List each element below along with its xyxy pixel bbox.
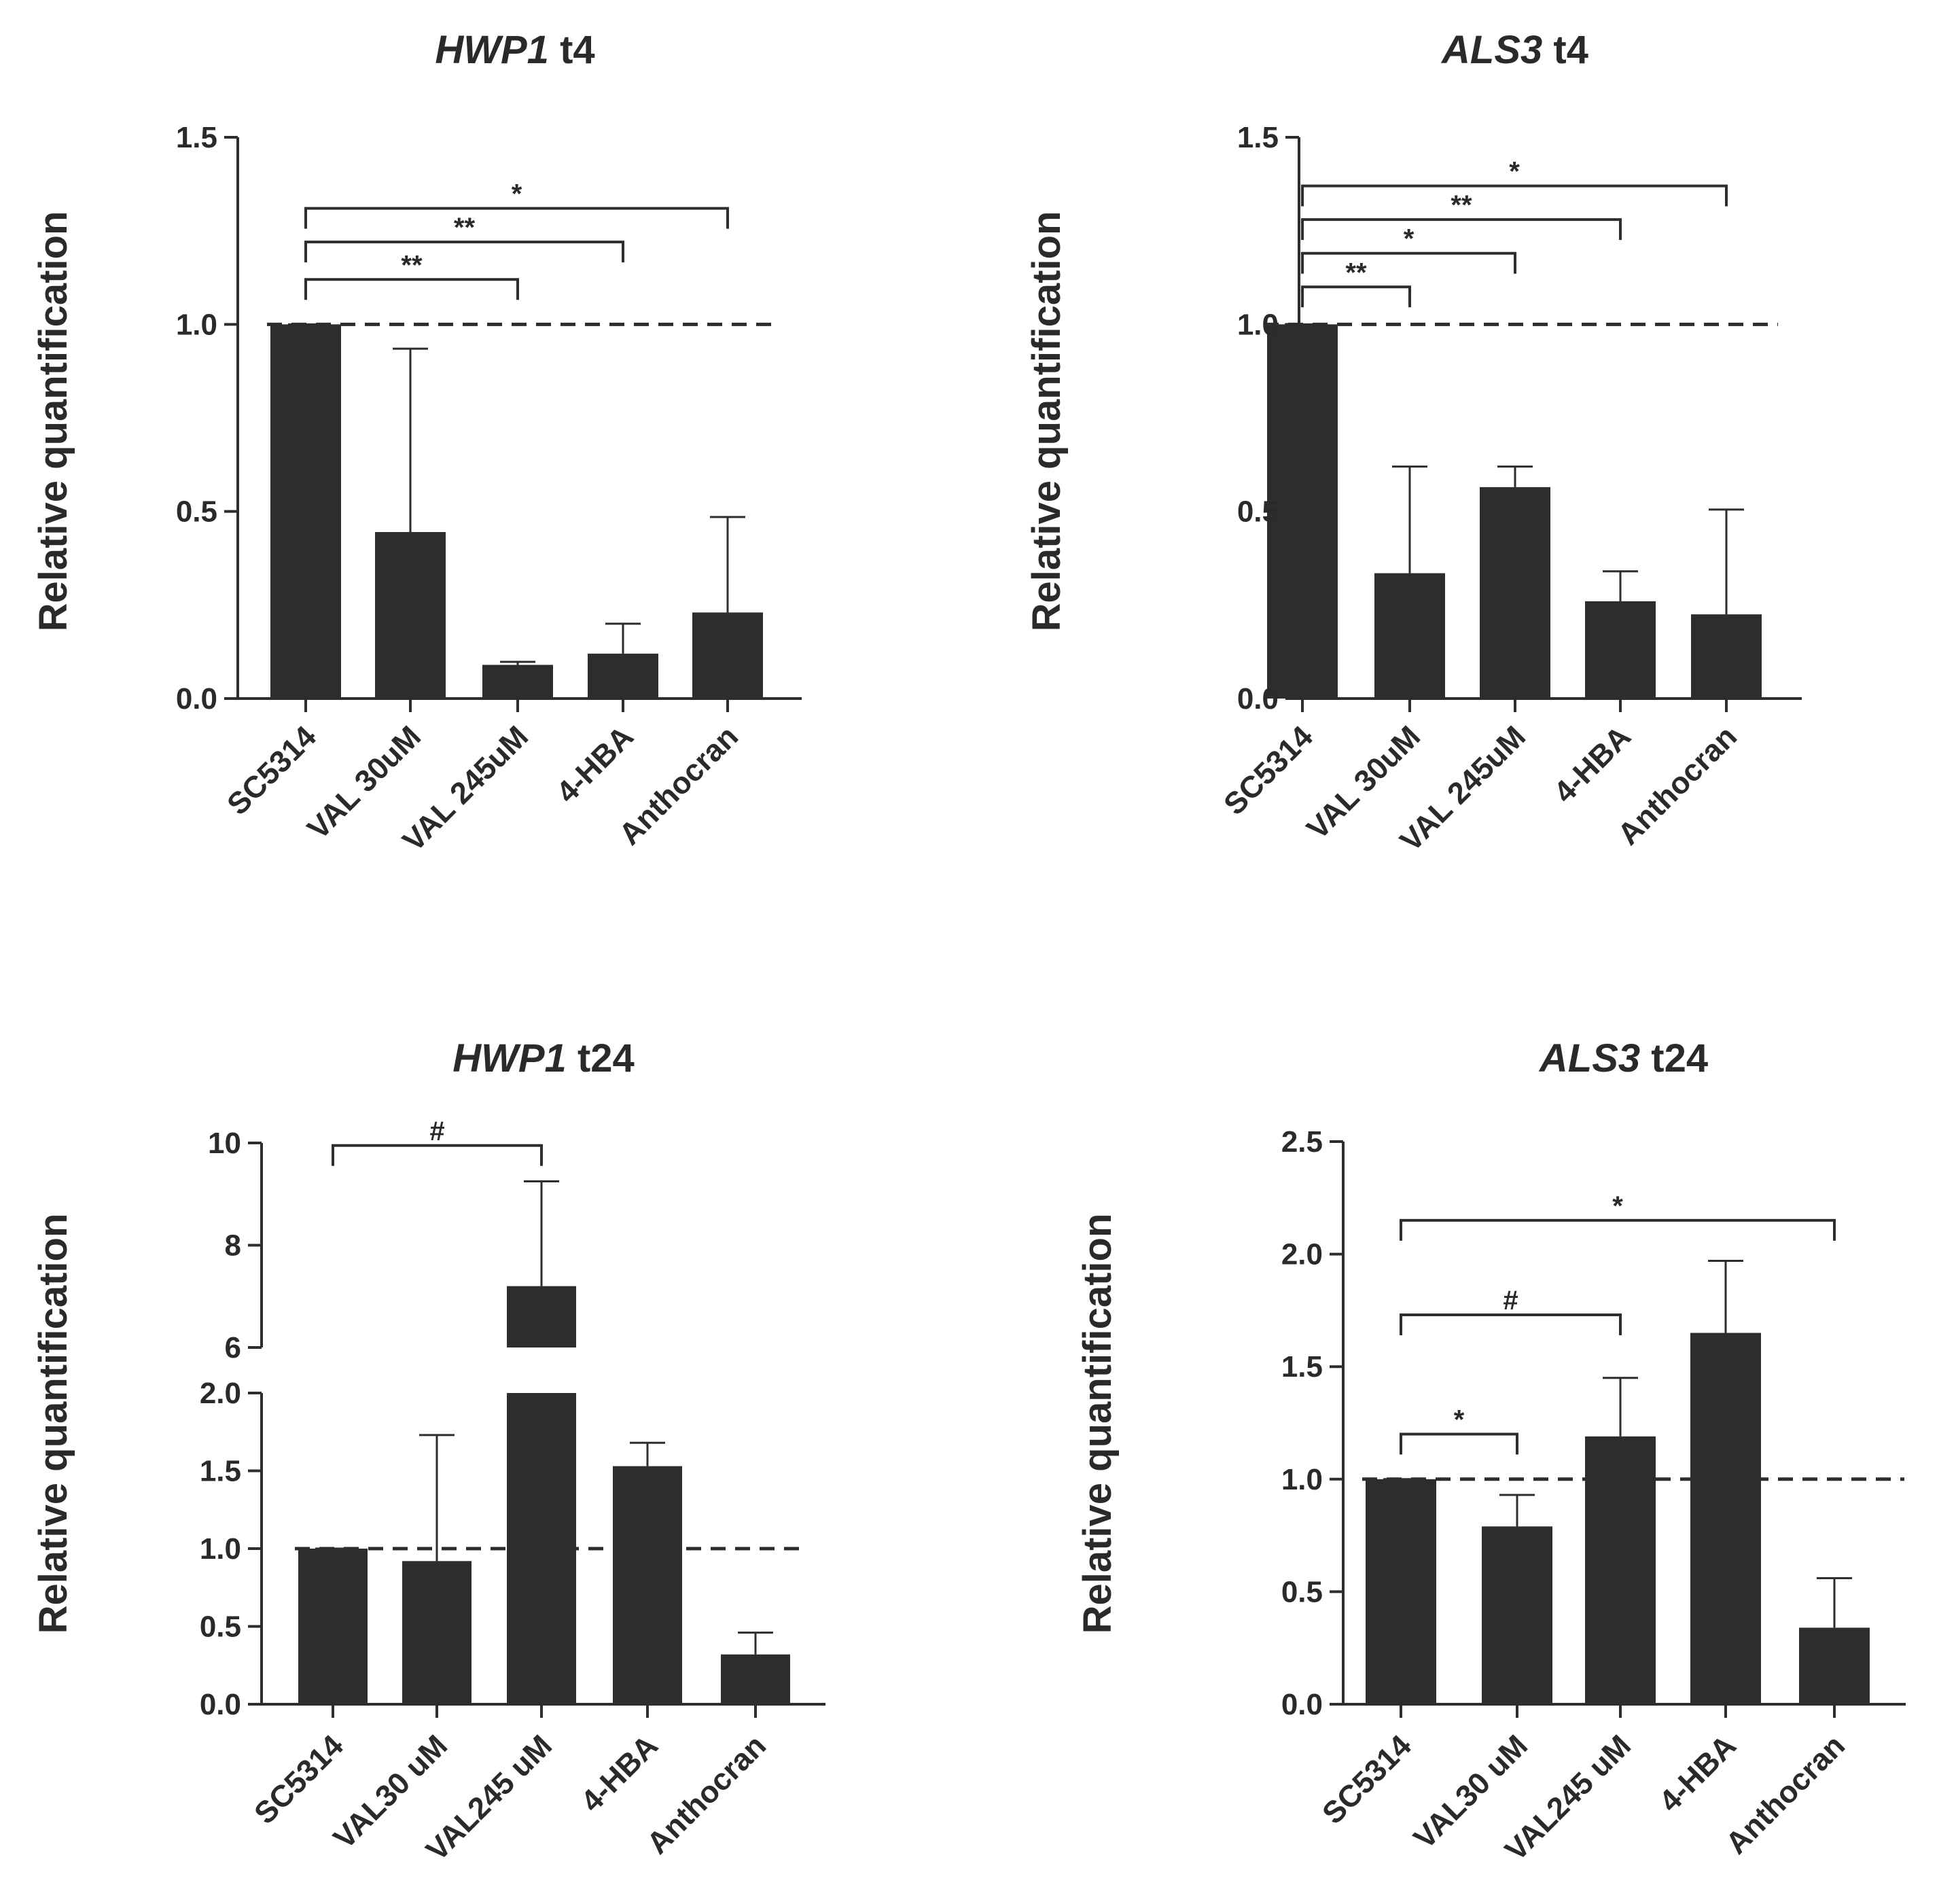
x-category-label: 4-HBA: [1547, 719, 1637, 809]
significance-bracket: [1400, 1432, 1518, 1455]
x-category-label: 4-HBA: [1652, 1728, 1743, 1818]
title-time: t24: [577, 1036, 635, 1080]
bar: [721, 1654, 790, 1704]
significance-bracket: [332, 1144, 543, 1166]
significance-bracket: [1301, 285, 1411, 308]
bar: [1585, 601, 1656, 699]
significance-label: #: [429, 1116, 444, 1146]
title-time: t4: [560, 28, 595, 72]
significance-bracket: [1400, 1218, 1836, 1241]
y-tick-label: 1.5: [1281, 1350, 1323, 1383]
title-gene: HWP1: [435, 28, 549, 72]
chart-hwp1_t4: HWP1 t4 Relative quantification 0.0 0.5 1.0 1…: [31, 28, 802, 858]
y-tick-label: 0.5: [200, 1610, 241, 1644]
chart-als3_t24: ALS3 t24 Relative quantification 0.0 0.5 1.0…: [1075, 1036, 1906, 1867]
bar: [270, 324, 341, 699]
y-tick-label: 1.0: [176, 308, 217, 341]
y-axis-label: Relative quantification: [1025, 211, 1069, 632]
significance-label: **: [454, 213, 476, 243]
y-axis-label: Relative quantification: [31, 1214, 75, 1634]
significance-label: *: [1612, 1191, 1623, 1221]
x-category-label: SC5314: [220, 719, 323, 822]
chart-title: HWP1 t24: [452, 1036, 635, 1080]
y-tick-label: 1.5: [176, 121, 217, 154]
y-tick-label: 0.5: [1237, 495, 1279, 529]
bar: [1482, 1526, 1552, 1704]
y-tick-label: 10: [208, 1127, 241, 1160]
y-tick-label: 0.5: [176, 495, 217, 529]
chart-title: ALS3 t24: [1538, 1036, 1708, 1080]
bar: [1374, 573, 1445, 699]
title-space: [549, 28, 560, 72]
significance-label: *: [1404, 224, 1415, 254]
y-tick-label: 2.5: [1281, 1125, 1323, 1159]
chart-title: HWP1 t4: [435, 28, 594, 72]
y-tick-label: 6: [225, 1331, 241, 1364]
bar: [1691, 614, 1762, 699]
y-tick-label: 0.0: [1237, 682, 1279, 716]
significance-label: #: [1503, 1286, 1518, 1316]
bar: [1799, 1627, 1870, 1704]
bar: [482, 665, 553, 699]
y-tick-label: 2.0: [200, 1377, 241, 1410]
significance-label: **: [1345, 258, 1367, 287]
title-space: [1542, 28, 1553, 72]
y-tick-label: 0.0: [1281, 1688, 1323, 1721]
y-tick-label: 1.5: [1237, 121, 1279, 154]
x-category-label: SC5314: [1315, 1728, 1418, 1831]
title-gene: HWP1: [452, 1036, 567, 1080]
bar: [402, 1561, 472, 1704]
bar: [1690, 1333, 1761, 1704]
title-gene: ALS3: [1538, 1036, 1640, 1080]
significance-label: *: [512, 179, 522, 209]
bar: [1366, 1479, 1436, 1704]
bar: [1585, 1436, 1656, 1704]
chart-title: ALS3 t4: [1440, 28, 1588, 72]
title-space: [567, 1036, 577, 1080]
y-tick-label: 1.0: [1281, 1463, 1323, 1496]
significance-label: **: [1451, 190, 1472, 220]
y-tick-label: 0.5: [1281, 1575, 1323, 1608]
chart-hwp1_t24: HWP1 t24 Relative quantification 0.0 0.5 1.0…: [31, 1036, 825, 1867]
title-space: [1640, 1036, 1651, 1080]
significance-bracket: [304, 241, 624, 263]
y-tick-label: 2.0: [1281, 1238, 1323, 1271]
significance-bracket: [1301, 251, 1516, 274]
bar: [375, 531, 446, 699]
bar: [613, 1466, 682, 1704]
title-time: t4: [1553, 28, 1588, 72]
x-category-label: SC5314: [1217, 719, 1319, 822]
significance-bracket: [1301, 218, 1622, 241]
y-tick-label: 0.0: [176, 682, 217, 716]
significance-label: *: [1454, 1405, 1465, 1435]
bar: [1480, 487, 1550, 699]
bar: [298, 1549, 368, 1704]
y-axis-label: Relative quantification: [31, 211, 75, 632]
bar: [1267, 324, 1338, 699]
y-tick-label: 1.0: [200, 1532, 241, 1566]
y-axis-label: Relative quantification: [1075, 1214, 1120, 1634]
significance-label: *: [1509, 157, 1520, 187]
y-tick-label: 0.0: [200, 1688, 241, 1721]
title-gene: ALS3: [1440, 28, 1542, 72]
bar: [692, 612, 763, 699]
y-tick-label: 1.5: [200, 1455, 241, 1488]
significance-label: **: [401, 250, 423, 280]
bar-upper-segment: [507, 1286, 576, 1347]
significance-bracket: [304, 207, 729, 229]
x-category-label: Anthocran: [1719, 1728, 1851, 1861]
x-category-label: 4-HBA: [550, 719, 640, 809]
title-time: t24: [1651, 1036, 1708, 1080]
x-category-label: 4-HBA: [574, 1728, 664, 1818]
y-tick-label: 8: [225, 1229, 241, 1263]
significance-bracket: [304, 278, 519, 300]
significance-bracket: [1400, 1314, 1622, 1336]
significance-bracket: [1301, 184, 1728, 207]
x-category-label: SC5314: [247, 1728, 350, 1831]
bar: [588, 653, 658, 699]
